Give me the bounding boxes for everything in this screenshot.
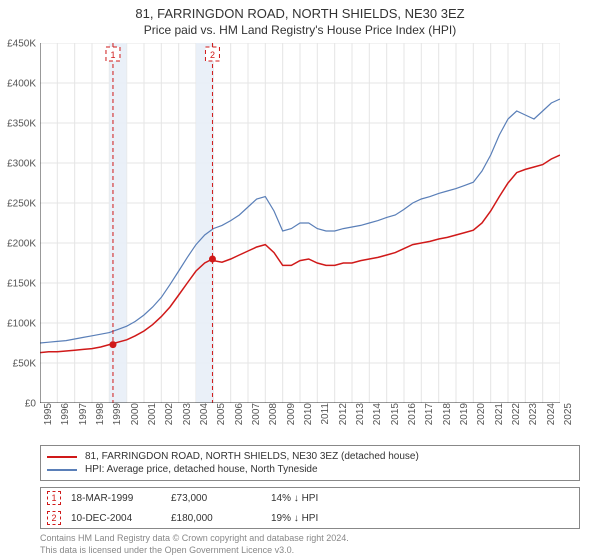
x-tick-label: 2014 [372,403,383,425]
x-tick-label: 2004 [199,403,210,425]
svg-text:1: 1 [110,50,115,60]
x-tick-label: 1995 [43,403,54,425]
sale-date: 18-MAR-1999 [71,493,161,504]
x-tick-label: 1997 [78,403,89,425]
x-tick-label: 2024 [546,403,557,425]
x-tick-label: 1998 [95,403,106,425]
legend-label: 81, FARRINGDON ROAD, NORTH SHIELDS, NE30… [85,451,419,462]
legend-swatch [47,469,77,471]
y-tick-label: £200K [7,239,36,250]
y-tick-label: £450K [7,39,36,50]
y-tick-label: £150K [7,279,36,290]
x-tick-label: 2015 [390,403,401,425]
x-tick-label: 2001 [147,403,158,425]
sale-date: 10-DEC-2004 [71,513,161,524]
sale-row: 1 18-MAR-1999 £73,000 14% ↓ HPI [41,488,579,508]
x-tick-label: 2021 [494,403,505,425]
legend-swatch [47,456,77,458]
x-tick-label: 2006 [234,403,245,425]
x-tick-label: 2013 [355,403,366,425]
chart-title: 81, FARRINGDON ROAD, NORTH SHIELDS, NE30… [0,0,600,21]
y-tick-label: £100K [7,319,36,330]
y-tick-label: £250K [7,199,36,210]
x-tick-label: 2020 [476,403,487,425]
sale-row: 2 10-DEC-2004 £180,000 19% ↓ HPI [41,508,579,528]
y-tick-label: £50K [13,359,36,370]
licence-line: This data is licensed under the Open Gov… [40,545,580,557]
licence-line: Contains HM Land Registry data © Crown c… [40,533,580,545]
y-tick-label: £0 [25,399,36,410]
sale-price: £180,000 [171,513,261,524]
x-tick-label: 2000 [130,403,141,425]
x-tick-label: 1999 [112,403,123,425]
x-tick-label: 2023 [528,403,539,425]
y-tick-label: £300K [7,159,36,170]
sales-table: 1 18-MAR-1999 £73,000 14% ↓ HPI 2 10-DEC-2004… [40,487,580,529]
legend-row: HPI: Average price, detached house, Nort… [47,463,573,476]
y-tick-label: £400K [7,79,36,90]
licence-text: Contains HM Land Registry data © Crown c… [40,533,580,556]
y-tick-label: £350K [7,119,36,130]
sale-delta: 14% ↓ HPI [271,493,361,504]
x-tick-label: 1996 [60,403,71,425]
y-axis-labels: £0£50K£100K£150K£200K£250K£300K£350K£400… [0,44,40,404]
sale-delta: 19% ↓ HPI [271,513,361,524]
x-tick-label: 2002 [164,403,175,425]
legend-label: HPI: Average price, detached house, Nort… [85,464,318,475]
legend-row: 81, FARRINGDON ROAD, NORTH SHIELDS, NE30… [47,450,573,463]
x-tick-label: 2011 [320,403,331,425]
svg-text:2: 2 [210,50,215,60]
x-tick-label: 2025 [563,403,574,425]
x-tick-label: 2022 [511,403,522,425]
x-tick-label: 2010 [303,403,314,425]
chart-subtitle: Price paid vs. HM Land Registry's House … [0,21,600,43]
x-axis-labels: 1995 1996 1997 1998 1999 2000 2001 2002 2003 2004… [40,403,600,439]
x-tick-label: 2008 [268,403,279,425]
x-tick-label: 2003 [182,403,193,425]
sale-price: £73,000 [171,493,261,504]
x-tick-label: 2018 [442,403,453,425]
sale-marker-icon: 1 [47,491,61,505]
x-tick-label: 2019 [459,403,470,425]
legend-box: 81, FARRINGDON ROAD, NORTH SHIELDS, NE30… [40,445,580,481]
x-tick-label: 2017 [424,403,435,425]
sale-marker-icon: 2 [47,511,61,525]
x-tick-label: 2012 [338,403,349,425]
chart-svg: 12 [40,43,560,403]
x-tick-label: 2005 [216,403,227,425]
x-tick-label: 2007 [251,403,262,425]
x-tick-label: 2009 [286,403,297,425]
x-tick-label: 2016 [407,403,418,425]
